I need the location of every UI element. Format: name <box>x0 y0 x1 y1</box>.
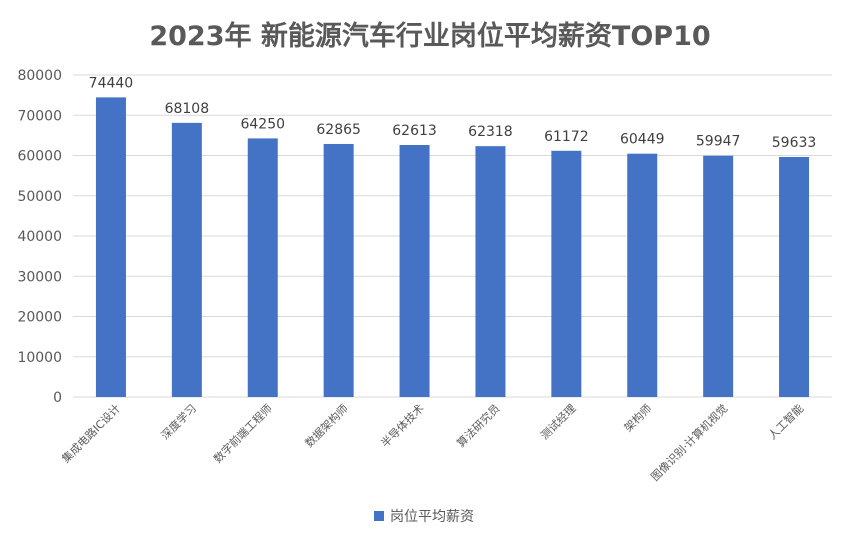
bar <box>247 138 278 398</box>
y-tick-label: 60000 <box>17 149 62 165</box>
legend-swatch <box>374 511 384 521</box>
data-label: 61172 <box>544 129 589 145</box>
y-tick-label: 30000 <box>17 269 62 285</box>
data-label: 64250 <box>240 116 285 132</box>
data-labels: 74440 68108 64250 62865 62613 62318 61172 60449… <box>89 75 817 151</box>
data-label: 62865 <box>316 122 361 138</box>
x-category-label: 算法研究员 <box>454 401 503 450</box>
x-axis-labels: 集成电路IC设计 深度学习 数字前端工程师 数据架构师 半导体技术 算法研究员 测试经理 架构… <box>59 401 806 483</box>
data-label: 62613 <box>392 123 437 139</box>
y-tick-label: 70000 <box>17 108 62 124</box>
bar <box>323 143 354 397</box>
x-category-label: 架构师 <box>621 401 654 434</box>
x-category-label: 半导体技术 <box>378 401 427 450</box>
bar <box>95 97 126 397</box>
bar <box>171 122 202 398</box>
x-category-label: 人工智能 <box>765 401 806 442</box>
bars <box>95 97 810 398</box>
legend: 岗位平均薪资 <box>374 509 474 525</box>
data-label: 74440 <box>89 75 134 91</box>
bar <box>551 150 582 397</box>
bar <box>627 153 658 397</box>
legend-label: 岗位平均薪资 <box>390 509 474 525</box>
y-tick-label: 80000 <box>17 68 62 84</box>
data-label: 62318 <box>468 124 513 140</box>
y-tick-label: 0 <box>53 390 62 406</box>
y-tick-label: 40000 <box>17 229 62 245</box>
chart-title: 2023年 新能源汽车行业岗位平均薪资TOP10 <box>149 20 710 52</box>
x-category-label: 集成电路IC设计 <box>59 401 123 465</box>
data-label: 59947 <box>696 134 741 150</box>
x-category-label: 测试经理 <box>538 402 578 442</box>
bar <box>399 144 430 397</box>
bar <box>475 146 506 397</box>
x-category-label: 深度学习 <box>158 401 199 442</box>
y-axis-ticks: 0 10000 20000 30000 40000 50000 60000 70000 8000… <box>17 68 62 406</box>
bar <box>779 156 810 397</box>
x-category-label: 图像识别·计算机视觉 <box>648 401 730 483</box>
x-category-label: 数字前端工程师 <box>211 401 275 465</box>
x-category-label: 数据架构师 <box>302 401 351 450</box>
y-tick-label: 50000 <box>17 189 62 205</box>
y-tick-label: 10000 <box>17 350 62 366</box>
bar <box>703 155 734 397</box>
data-label: 60449 <box>620 132 665 148</box>
data-label: 68108 <box>165 101 210 117</box>
y-tick-label: 20000 <box>17 310 62 326</box>
data-label: 59633 <box>772 135 817 151</box>
